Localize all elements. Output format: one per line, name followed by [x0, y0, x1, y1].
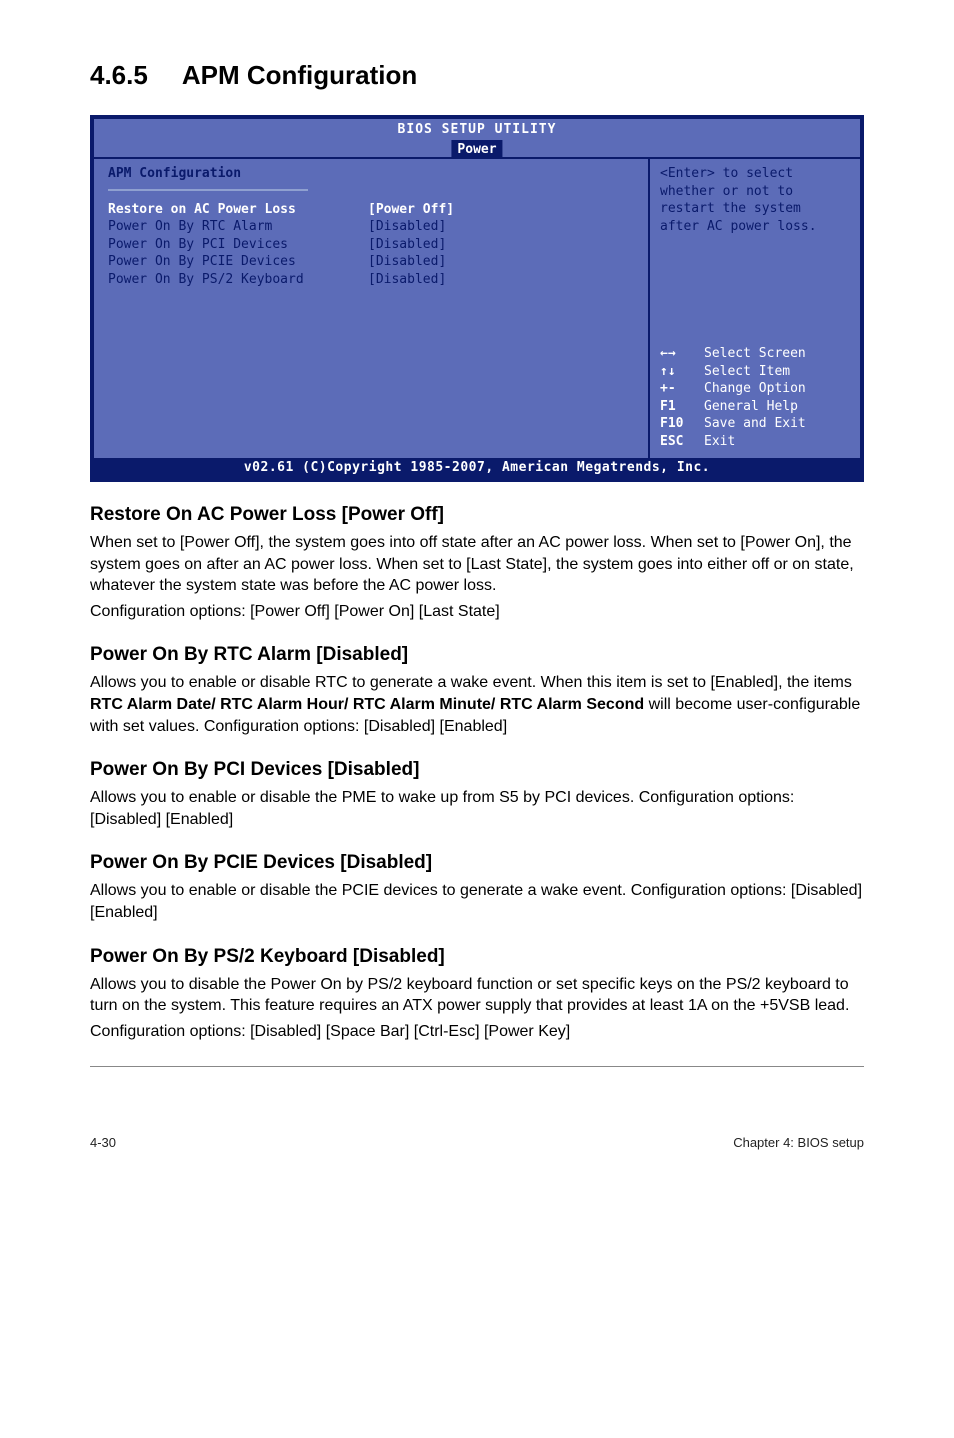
bios-setting-row[interactable]: Restore on AC Power Loss[Power Off]	[108, 201, 634, 219]
body-paragraph: When set to [Power Off], the system goes…	[90, 532, 864, 597]
bios-panel-title: APM Configuration	[108, 165, 634, 183]
footer-left: 4-30	[90, 1135, 116, 1150]
bios-footer: v02.61 (C)Copyright 1985-2007, American …	[94, 458, 860, 478]
bios-setting-label: Power On By PCIE Devices	[108, 253, 368, 271]
bios-nav-label: Exit	[704, 433, 735, 451]
body-paragraph: Allows you to disable the Power On by PS…	[90, 974, 864, 1017]
bios-tab-strip: Power	[94, 141, 860, 159]
bios-setting-row[interactable]: Power On By PCIE Devices[Disabled]	[108, 253, 634, 271]
subsection-heading: Power On By PS/2 Keyboard [Disabled]	[90, 946, 864, 968]
bios-nav-key: +-	[660, 380, 704, 398]
bios-help-line: after AC power loss.	[660, 218, 850, 236]
section-number: 4.6.5	[90, 60, 148, 91]
body-paragraph: Configuration options: [Disabled] [Space…	[90, 1021, 864, 1043]
bios-nav-key: ↑↓	[660, 363, 704, 381]
page-footer: 4-30 Chapter 4: BIOS setup	[0, 1135, 954, 1220]
section-title: 4.6.5 APM Configuration	[90, 60, 864, 91]
subsection-heading: Restore On AC Power Loss [Power Off]	[90, 504, 864, 526]
bios-right-pane: <Enter> to selectwhether or not torestar…	[650, 157, 860, 458]
bios-setting-label: Power On By RTC Alarm	[108, 218, 368, 236]
subsection-heading: Power On By PCIE Devices [Disabled]	[90, 852, 864, 874]
bios-help-line: <Enter> to select	[660, 165, 850, 183]
footer-right: Chapter 4: BIOS setup	[733, 1135, 864, 1150]
bios-nav-key: ←→	[660, 345, 704, 363]
bios-setting-value: [Disabled]	[368, 253, 446, 271]
bios-panel: BIOS SETUP UTILITY Power APM Configurati…	[90, 115, 864, 482]
bios-setting-value: [Disabled]	[368, 236, 446, 254]
bios-nav-label: Select Screen	[704, 345, 806, 363]
bios-title: BIOS SETUP UTILITY	[398, 122, 557, 137]
bios-nav-label: Save and Exit	[704, 415, 806, 433]
body-paragraph: Configuration options: [Power Off] [Powe…	[90, 601, 864, 623]
bios-setting-value: [Power Off]	[368, 201, 454, 219]
bios-header: BIOS SETUP UTILITY Power	[94, 119, 860, 157]
bios-nav-key: ESC	[660, 433, 704, 451]
bios-left-pane: APM Configuration Restore on AC Power Lo…	[94, 157, 650, 458]
bios-nav-label: General Help	[704, 398, 798, 416]
bios-setting-value: [Disabled]	[368, 218, 446, 236]
bios-help-line: restart the system	[660, 200, 850, 218]
bios-nav-row: ↑↓Select Item	[660, 363, 850, 381]
bios-nav-key: F10	[660, 415, 704, 433]
body-paragraph: Allows you to enable or disable RTC to g…	[90, 672, 864, 737]
bios-setting-row[interactable]: Power On By RTC Alarm[Disabled]	[108, 218, 634, 236]
body-paragraph: Allows you to enable or disable the PME …	[90, 787, 864, 830]
bios-nav-row: F10Save and Exit	[660, 415, 850, 433]
section-name: APM Configuration	[182, 60, 417, 90]
bios-divider	[108, 189, 308, 191]
bios-nav-row: ESCExit	[660, 433, 850, 451]
bios-nav-label: Change Option	[704, 380, 806, 398]
bios-setting-label: Restore on AC Power Loss	[108, 201, 368, 219]
bios-nav-label: Select Item	[704, 363, 790, 381]
bios-nav-row: F1General Help	[660, 398, 850, 416]
bios-setting-row[interactable]: Power On By PCI Devices[Disabled]	[108, 236, 634, 254]
subsection-heading: Power On By PCI Devices [Disabled]	[90, 759, 864, 781]
bios-setting-row[interactable]: Power On By PS/2 Keyboard[Disabled]	[108, 271, 634, 289]
bios-setting-label: Power On By PCI Devices	[108, 236, 368, 254]
subsection-heading: Power On By RTC Alarm [Disabled]	[90, 644, 864, 666]
bios-nav-row: ←→Select Screen	[660, 345, 850, 363]
bios-help-line: whether or not to	[660, 183, 850, 201]
bios-nav-key: F1	[660, 398, 704, 416]
bios-setting-value: [Disabled]	[368, 271, 446, 289]
bios-nav-row: +-Change Option	[660, 380, 850, 398]
body-paragraph: Allows you to enable or disable the PCIE…	[90, 880, 864, 923]
bios-setting-label: Power On By PS/2 Keyboard	[108, 271, 368, 289]
